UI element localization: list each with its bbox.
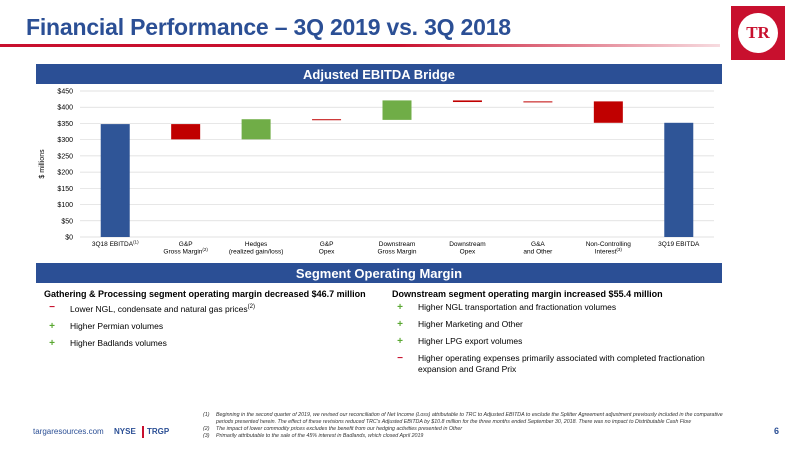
gp-bullet-sup: (2) (247, 304, 256, 310)
downstream-bullet-list: + Higher NGL transportation and fractiona… (392, 302, 722, 381)
exchange-label: NYSE (114, 427, 136, 436)
waterfall-bar (452, 100, 482, 103)
y-tick-label: $150 (57, 186, 73, 193)
x-tick-label: Downstream (379, 241, 415, 248)
y-tick-label: $100 (57, 202, 73, 209)
footnote: (3) Primarily attributable to the sale of… (203, 433, 723, 440)
x-tick-label: Gross Margin (377, 249, 416, 256)
x-tick-footnote: (2) (202, 247, 208, 252)
x-tick-label: Gross Margin(2) (163, 247, 208, 256)
footnote-text: The impact of lower commodity prices exc… (216, 426, 463, 432)
website-link[interactable]: targaresources.com (33, 427, 104, 436)
waterfall-bar (312, 119, 342, 121)
logo-mark: TR (738, 13, 778, 53)
y-tick-label: $350 (57, 121, 73, 128)
gp-bullet-list: − Lower NGL, condensate and natural gas p… (44, 302, 374, 355)
gp-bullet: + Higher Permian volumes (44, 321, 374, 332)
x-tick-label: Hedges (245, 241, 268, 248)
page-title: Financial Performance – 3Q 2019 vs. 3Q 2… (26, 14, 511, 40)
waterfall-bar (382, 100, 412, 120)
x-tick-label: 3Q18 EBITDA(1) (92, 240, 139, 249)
gp-heading: Gathering & Processing segment operating… (44, 289, 366, 299)
gp-bullet-text: Higher Permian volumes (70, 320, 164, 331)
gp-bullet-sign: + (49, 320, 55, 332)
segment-section-header: Segment Operating Margin (36, 263, 722, 283)
ticker-label: TRGP (147, 427, 170, 436)
footnote: (2) The impact of lower commodity prices … (203, 426, 723, 433)
ds-bullet: + Higher NGL transportation and fractiona… (392, 302, 722, 313)
x-tick-footnote: (3) (616, 247, 622, 252)
ds-bullet-text: Higher Marketing and Other (418, 319, 523, 329)
y-axis-label: $ millions (39, 149, 46, 179)
gp-bullet-text: Higher Badlands volumes (70, 337, 167, 348)
footnote: (1) Beginning in the second quarter of 20… (203, 412, 723, 426)
y-tick-label: $450 (57, 89, 73, 96)
page-number: 6 (774, 426, 780, 436)
waterfall-bar (664, 122, 694, 237)
footnote-text: Beginning in the second quarter of 2019,… (216, 412, 723, 425)
company-logo: TR (731, 6, 785, 60)
ds-bullet: + Higher LPG export volumes (392, 336, 722, 347)
ebitda-bridge-chart: $0 $50 $100 $150 $200 $250 $300 $350 $400 $450 $ m… (39, 89, 714, 256)
gp-bullet-sign: − (49, 302, 55, 313)
x-tick-label: (realized gain/loss) (229, 249, 284, 256)
x-tick-label: G&P (179, 241, 193, 248)
ds-bullet-text: Higher operating expenses primarily asso… (418, 353, 705, 374)
x-tick-label: Non-Controlling (586, 241, 632, 248)
y-tick-label: $250 (57, 153, 73, 160)
y-tick-label: $50 (61, 218, 73, 225)
x-tick-label: G&A (531, 241, 545, 248)
footnote-number: (1) (203, 412, 210, 418)
gp-bullet: + Higher Badlands volumes (44, 338, 374, 349)
downstream-heading: Downstream segment operating margin incr… (392, 289, 663, 299)
x-tick-label: and Other (523, 249, 553, 256)
gp-bullet-text: Lower NGL, condensate and natural gas pr… (70, 303, 248, 314)
waterfall-bar (523, 101, 553, 103)
gp-bullet: − Lower NGL, condensate and natural gas p… (44, 302, 374, 315)
ticker-divider (142, 426, 144, 438)
ds-bullet-text: Higher LPG export volumes (418, 336, 523, 346)
y-tick-label: $300 (57, 137, 73, 144)
waterfall-bar (100, 124, 130, 237)
footnotes: (1) Beginning in the second quarter of 20… (203, 412, 723, 440)
ds-bullet: − Higher operating expenses primarily ass… (392, 353, 722, 375)
x-tick-label: Opex (460, 249, 476, 256)
x-tick-label: Downstream (449, 241, 485, 248)
bridge-section-header: Adjusted EBITDA Bridge (36, 64, 722, 84)
footnote-number: (3) (203, 433, 210, 439)
ds-bullet-sign: − (397, 353, 403, 364)
ds-bullet-sign: + (397, 336, 403, 347)
x-tick-label: 3Q19 EBITDA (658, 241, 700, 248)
x-tick-label: Interest(3) (595, 247, 623, 256)
footnote-text: Primarily attributable to the sale of th… (216, 433, 424, 439)
y-tick-label: $0 (65, 235, 73, 242)
y-tick-label: $400 (57, 105, 73, 112)
x-tick-label: Opex (319, 249, 335, 256)
ds-bullet-text: Higher NGL transportation and fractionat… (418, 302, 617, 312)
ds-bullet: + Higher Marketing and Other (392, 319, 722, 330)
x-tick-label: G&P (320, 241, 334, 248)
waterfall-bar (241, 119, 271, 140)
x-tick-footnote: (1) (133, 240, 139, 245)
ds-bullet-sign: + (397, 319, 403, 330)
ds-bullet-sign: + (397, 302, 403, 313)
footnote-number: (2) (203, 426, 210, 432)
title-underline (0, 44, 720, 47)
gp-bullet-sign: + (49, 337, 55, 349)
y-tick-label: $200 (57, 170, 73, 177)
waterfall-bar (171, 124, 201, 140)
waterfall-bar (593, 101, 623, 123)
